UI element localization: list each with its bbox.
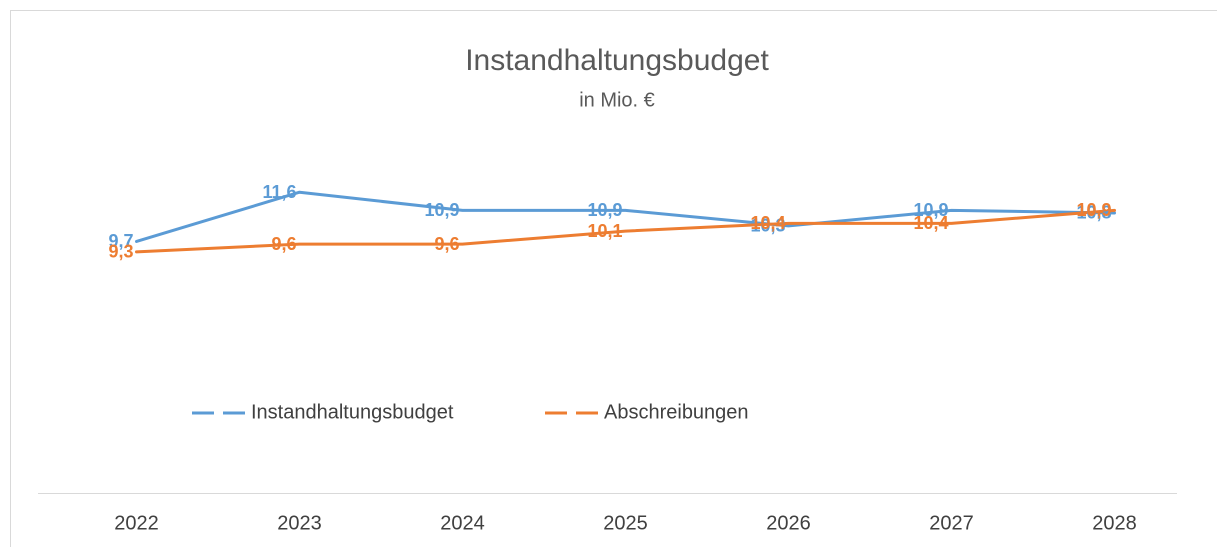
data-label: 10,4 [913,213,948,233]
x-tick-label: 2022 [114,512,159,534]
x-tick-label: 2023 [277,512,322,534]
data-label: 10,9 [1076,200,1111,220]
data-label: 9,3 [108,242,133,262]
legend-label: Abschreibungen [604,401,749,423]
x-tick-label: 2028 [1092,512,1137,534]
data-label: 10,8 [1076,203,1111,223]
x-tick-label: 2024 [440,512,485,534]
series-line [135,190,1116,243]
data-label: 10,4 [750,213,785,233]
legend-label: Instandhaltungsbudget [251,401,454,423]
chart-title: Instandhaltungsbudget [465,44,769,77]
series-line [135,208,1116,254]
data-label: 11,6 [262,182,296,202]
x-tick-label: 2026 [766,512,811,534]
data-label: 10,3 [750,216,785,236]
data-label: 10,1 [587,221,622,241]
x-tick-label: 2027 [929,512,974,534]
chart-frame [10,10,1217,547]
chart-subtitle: in Mio. € [579,89,655,111]
data-label: 10,9 [587,200,622,220]
data-label: 10,9 [424,200,459,220]
data-label: 9,7 [108,231,133,251]
data-label: 9,6 [434,234,459,254]
x-tick-label: 2025 [603,512,648,534]
data-label: 10,9 [913,200,948,220]
data-label: 9,6 [271,234,296,254]
